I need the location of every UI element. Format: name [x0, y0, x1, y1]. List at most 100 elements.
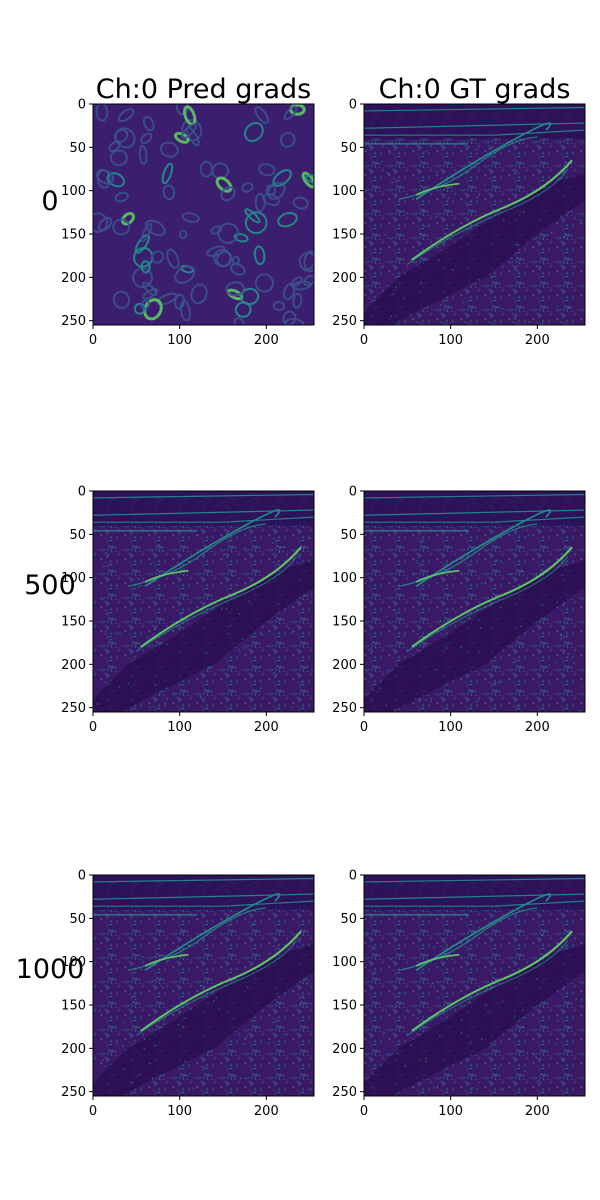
edge-speckle	[425, 644, 427, 647]
fence-edge	[222, 900, 314, 907]
y-tick-label: 0	[78, 98, 86, 113]
gradient-blob	[241, 182, 254, 193]
y-tick-label: 250	[332, 1085, 357, 1100]
edge-speckle	[536, 978, 538, 980]
edge-speckle	[311, 668, 313, 671]
edge-speckle	[561, 1059, 563, 1061]
edge-speckle	[555, 661, 558, 664]
edge-speckle	[434, 668, 437, 671]
y-tick-label: 50	[340, 528, 357, 543]
edge-speckle	[579, 219, 581, 222]
edge-speckle	[568, 306, 571, 309]
y-tick-label: 0	[349, 485, 357, 500]
row-label: 0	[41, 186, 58, 217]
fence-edge	[364, 106, 585, 112]
gradient-blob	[206, 245, 226, 257]
edge-head	[144, 509, 281, 587]
edge-speckle	[381, 160, 383, 163]
edge-speckle	[581, 685, 584, 688]
y-tick-label: 100	[332, 955, 357, 970]
axes-frame	[92, 103, 315, 326]
edge-speckle	[433, 1087, 435, 1089]
edge-speckle	[149, 706, 151, 709]
edge-speckle	[383, 1031, 386, 1034]
gradient-blob	[181, 212, 200, 223]
panel-image	[93, 491, 314, 712]
edge-speckle	[233, 1076, 235, 1079]
gradient-blob	[112, 290, 131, 309]
edge-speckle	[372, 946, 374, 949]
edge-speckle	[420, 282, 422, 284]
edge-speckle	[476, 196, 479, 199]
gradient-blob	[244, 208, 261, 224]
y-tick-label: 50	[69, 528, 86, 543]
edge-speckle	[497, 1066, 499, 1069]
edge-speckle	[227, 633, 229, 635]
gradient-blob	[254, 192, 266, 213]
gradient-blob	[282, 282, 296, 301]
gradient-blob	[185, 126, 200, 147]
panel-image	[364, 104, 585, 325]
y-tick-label: 100	[61, 955, 86, 970]
edge-speckle	[583, 147, 585, 150]
edge-neck	[127, 907, 267, 971]
edge-speckle	[556, 601, 558, 603]
edge-speckle	[451, 269, 454, 271]
gradient-blob	[117, 108, 135, 123]
gradient-blob	[112, 218, 131, 236]
gradient-blob	[292, 196, 309, 210]
edge-speckle	[413, 572, 415, 575]
y-tick-label: 0	[78, 869, 86, 884]
edge-speckle	[391, 293, 394, 295]
edge-speckle	[180, 612, 183, 615]
edge-speckle	[403, 297, 405, 300]
edge-speckle	[568, 1027, 570, 1029]
edge-speckle	[424, 225, 427, 227]
gradient-blob	[106, 172, 126, 188]
gradient-blob	[231, 256, 240, 265]
body-region	[364, 173, 585, 325]
gradient-blob	[141, 281, 158, 297]
edge-speckle	[460, 646, 462, 649]
gradient-blob	[178, 229, 188, 239]
edge-speckle	[260, 665, 262, 668]
edge-speckle	[509, 573, 512, 575]
edge-neck	[398, 907, 538, 971]
edge-speckle	[143, 1038, 146, 1040]
edge-speckle	[289, 931, 292, 933]
edge-speckle	[101, 598, 104, 600]
gradient-blob	[283, 105, 298, 121]
gradient-blob	[233, 317, 245, 325]
edge-speckle	[122, 1045, 124, 1047]
edge-speckle	[242, 977, 245, 980]
body-region	[93, 560, 314, 712]
edge-speckle	[225, 607, 228, 610]
edge-speckle	[520, 625, 522, 627]
edge-speckle	[487, 1011, 489, 1013]
edge-speckle	[370, 699, 373, 702]
x-tick-label: 100	[438, 333, 463, 348]
edge-speckle	[138, 1073, 141, 1076]
edge-speckle	[491, 276, 493, 278]
edge-speckle	[259, 687, 262, 689]
edge-speckle	[478, 926, 481, 929]
fence-edge	[493, 129, 585, 136]
edge-speckle	[481, 1038, 483, 1040]
edge-speckle	[486, 987, 488, 990]
edge-speckle	[300, 681, 303, 683]
edge-speckle	[283, 1034, 285, 1036]
gradient-blob	[244, 211, 268, 235]
panel-image	[93, 104, 314, 325]
edge-speckle	[174, 568, 177, 571]
edge-speckle	[284, 545, 286, 548]
gradient-blob	[114, 191, 129, 203]
gradient-blob	[140, 299, 151, 310]
edge-speckle	[532, 1053, 534, 1055]
edge-speckle	[501, 307, 504, 310]
gradient-blob	[132, 267, 153, 289]
edge-speckle	[439, 1034, 441, 1037]
edge-speckle	[396, 1052, 399, 1055]
